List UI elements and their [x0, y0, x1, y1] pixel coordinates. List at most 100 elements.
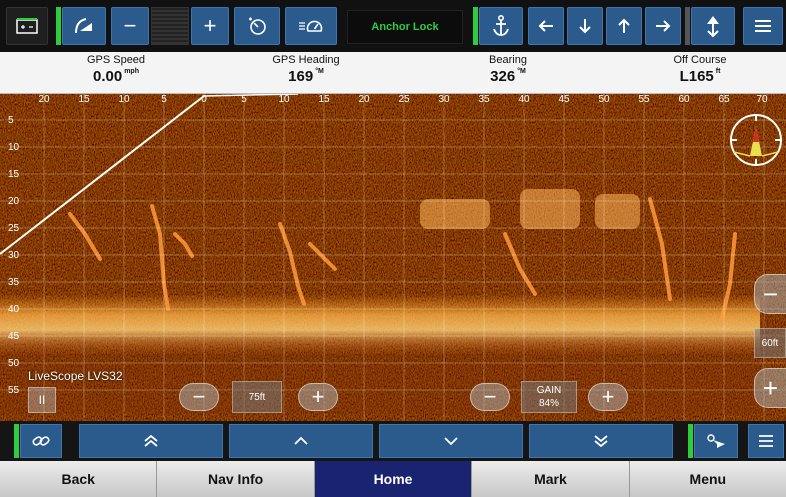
- range-tick: 10: [278, 94, 290, 105]
- jump-up-button[interactable]: [691, 7, 735, 45]
- transducer-label: LiveScope LVS32: [28, 369, 123, 383]
- off-course-field[interactable]: Off Course L165 ft: [640, 54, 760, 85]
- arrow-up-icon: [618, 18, 630, 33]
- range-tick: 0: [201, 94, 207, 105]
- timer-button[interactable]: [234, 7, 280, 45]
- nav-nav-info[interactable]: Nav Info: [157, 461, 315, 497]
- waypoint-button[interactable]: [694, 424, 738, 458]
- gps-speed-field[interactable]: GPS Speed 0.00 mph: [56, 54, 176, 85]
- depth-tick: 45: [8, 331, 20, 342]
- nav-back[interactable]: Back: [0, 461, 158, 497]
- depth-increase-button[interactable]: +: [754, 368, 786, 408]
- range-tick: 65: [718, 94, 730, 105]
- depth-tick: 25: [8, 223, 20, 234]
- range-tick: 45: [558, 94, 570, 105]
- jump-indicator: [685, 7, 690, 45]
- waypoint-active-indicator: [688, 424, 693, 458]
- depth-tick: 5: [8, 115, 14, 126]
- range-tick: 60: [678, 94, 690, 105]
- gain-decrease-button[interactable]: −: [470, 383, 510, 411]
- scroll-up-button[interactable]: [229, 424, 373, 458]
- depth-tick: 50: [8, 358, 20, 369]
- gps-speed-value: 0.00 mph: [93, 68, 139, 85]
- range-tick: 35: [478, 94, 490, 105]
- waypoint-icon: [707, 434, 725, 448]
- zoom-in-button[interactable]: +: [191, 7, 229, 45]
- scroll-bottom-button[interactable]: [529, 424, 673, 458]
- range-tick: 40: [518, 94, 530, 105]
- chevron-down-icon: [444, 437, 458, 446]
- toolbar-menu-button[interactable]: [743, 7, 783, 45]
- nav-home[interactable]: Home: [314, 461, 473, 497]
- move-left-button[interactable]: [528, 7, 564, 45]
- color-palette-swatch[interactable]: [151, 7, 189, 45]
- gain-increase-button[interactable]: +: [588, 383, 628, 411]
- move-up-button[interactable]: [606, 7, 642, 45]
- depth-tick: 15: [8, 169, 20, 180]
- bottom-nav: Back Nav Info Home Mark Menu: [0, 461, 786, 497]
- bearing-value: 326 °M: [490, 68, 526, 85]
- chevron-up-icon: [294, 436, 308, 445]
- data-bar: GPS Speed 0.00 mph GPS Heading 169 °M Bear…: [0, 52, 786, 94]
- anchor-active-indicator: [473, 7, 478, 45]
- sonar-sweep-icon: [75, 18, 92, 34]
- livescope-sonar-view[interactable]: 20 15 10 5 0 5 10 15 20 25 30 35 40 45 5…: [0, 94, 786, 421]
- zoom-out-button[interactable]: −: [111, 7, 149, 45]
- sonar-sweep-button[interactable]: [62, 7, 106, 45]
- range-tick: 5: [241, 94, 247, 105]
- link-active-indicator: [14, 424, 19, 458]
- arrow-left-icon: [538, 20, 553, 32]
- gps-heading-field[interactable]: GPS Heading 169 °M: [246, 54, 366, 85]
- bearing-field[interactable]: Bearing 326 °M: [448, 54, 568, 85]
- pause-button[interactable]: II: [28, 387, 56, 413]
- anchor-icon: [493, 14, 509, 36]
- off-course-label: Off Course: [673, 54, 727, 66]
- anchor-button[interactable]: [479, 7, 523, 45]
- action-bar: [0, 421, 786, 461]
- range-tick: 20: [358, 94, 370, 105]
- window-fit-button[interactable]: [6, 7, 48, 45]
- double-chevron-up-icon: [144, 434, 158, 447]
- bearing-label: Bearing: [489, 54, 527, 66]
- gain-value: GAIN 84%: [521, 381, 577, 413]
- range-tick: 50: [598, 94, 610, 105]
- compass-icon[interactable]: [728, 112, 784, 168]
- range-value: 75ft: [232, 381, 282, 413]
- minus-icon: −: [123, 13, 137, 38]
- off-course-value: L165 ft: [679, 68, 721, 85]
- range-tick: 15: [318, 94, 330, 105]
- window-fit-icon: [16, 18, 38, 34]
- speed-button[interactable]: [285, 7, 337, 45]
- arrow-right-icon: [656, 20, 671, 32]
- range-increase-button[interactable]: +: [298, 383, 338, 411]
- depth-tick: 40: [8, 304, 20, 315]
- speedometer-icon: [299, 20, 323, 32]
- range-tick: 20: [38, 94, 50, 105]
- sonar-active-indicator: [56, 7, 61, 45]
- gain-percent: 84%: [538, 398, 559, 409]
- range-decrease-button[interactable]: −: [179, 383, 219, 411]
- arrow-down-icon: [579, 19, 591, 34]
- move-right-button[interactable]: [645, 7, 681, 45]
- depth-tick: 55: [8, 385, 20, 396]
- depth-tick: 20: [8, 196, 20, 207]
- nav-menu[interactable]: Menu: [629, 461, 786, 497]
- link-icon: [32, 436, 50, 446]
- double-chevron-down-icon: [594, 435, 608, 448]
- menu-icon: [759, 435, 773, 447]
- move-down-button[interactable]: [567, 7, 603, 45]
- range-tick: 25: [398, 94, 410, 105]
- nav-mark[interactable]: Mark: [472, 461, 630, 497]
- anchor-lock-status[interactable]: Anchor Lock: [347, 10, 463, 44]
- range-tick: 30: [438, 94, 450, 105]
- range-tick: 55: [638, 94, 650, 105]
- menu-icon: [755, 20, 771, 32]
- link-button[interactable]: [20, 424, 62, 458]
- action-menu-button[interactable]: [748, 424, 784, 458]
- gain-label: GAIN: [536, 385, 562, 396]
- top-toolbar: − + Anchor Lock: [0, 0, 786, 52]
- scroll-top-button[interactable]: [79, 424, 223, 458]
- depth-decrease-button[interactable]: −: [754, 274, 786, 314]
- range-value-text: 75ft: [248, 391, 266, 403]
- scroll-down-button[interactable]: [379, 424, 523, 458]
